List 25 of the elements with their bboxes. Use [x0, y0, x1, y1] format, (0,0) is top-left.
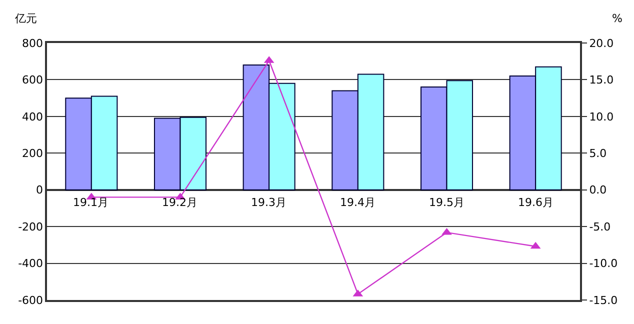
y2-tick-label: -5.0: [589, 220, 611, 234]
y2-tick-label: 0.0: [589, 184, 607, 197]
y2-tick-label: 20.0: [589, 36, 614, 50]
x-tick-label: 19.2月: [162, 196, 198, 209]
y-tick-label: -200: [18, 220, 44, 234]
x-tick-label: 19.6月: [518, 196, 554, 209]
y-tick-label: 200: [22, 146, 44, 160]
y2-axis-title: %: [612, 12, 622, 25]
y-tick-label: 0: [36, 184, 44, 197]
y-tick-label: 400: [22, 110, 44, 124]
y-axis-title: 亿元: [14, 12, 37, 25]
y2-tick-label: -10.0: [589, 257, 618, 270]
x-tick-label: 19.4月: [340, 196, 376, 209]
y2-tick-label: 5.0: [589, 146, 607, 160]
y2-tick-label: -15.0: [589, 294, 618, 307]
y-tick-label: 600: [22, 74, 44, 87]
y2-tick-label: 10.0: [589, 110, 614, 124]
x-tick-label: 19.3月: [251, 196, 286, 209]
y2-tick-label: 15.0: [589, 74, 614, 87]
x-tick-label: 19.5月: [429, 196, 464, 209]
y-tick-label: -600: [18, 294, 44, 307]
y-tick-label: -400: [18, 257, 44, 270]
x-tick-label: 19.1月: [73, 196, 108, 209]
y-tick-label: 800: [22, 36, 44, 50]
point: [442, 228, 452, 235]
